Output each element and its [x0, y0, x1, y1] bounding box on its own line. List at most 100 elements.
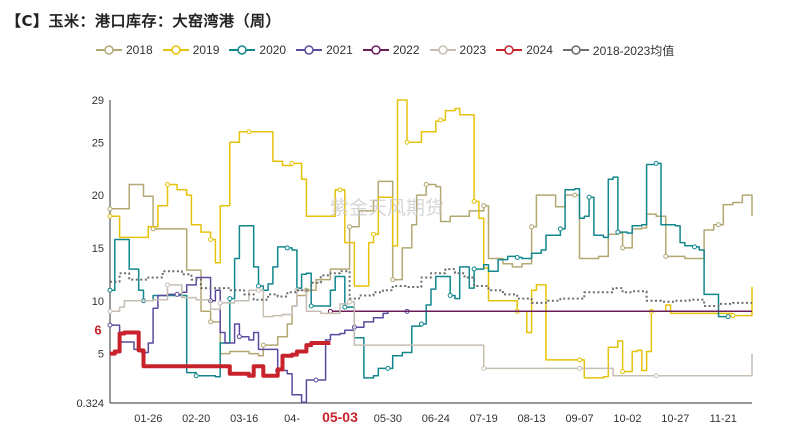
watermark: 紫金天风期货	[330, 197, 444, 219]
series-point-2020	[586, 194, 592, 200]
series-point-2020	[447, 292, 453, 298]
series-point-2020	[653, 160, 659, 166]
legend-item-2024[interactable]: 2024	[496, 43, 553, 57]
series-point-2019	[337, 187, 343, 193]
series-point-2023	[653, 373, 659, 379]
series-point-2020	[615, 229, 621, 235]
legend-symbol	[562, 45, 589, 55]
series-point-2020	[471, 266, 477, 272]
series-point-2019	[438, 117, 444, 123]
series-point-2019	[730, 313, 736, 319]
series-point-2018	[347, 224, 353, 230]
series-point-2020	[107, 287, 113, 293]
legend-symbol	[362, 45, 389, 55]
series-line-2020	[110, 162, 728, 379]
chart-legend: 2018 2019 2020 2021 2022 2023 2024 2018-2023均值	[96, 40, 684, 60]
x-tick-label: 11-21	[710, 413, 737, 425]
legend-label: 2020	[259, 43, 287, 57]
y-tick-label: 15	[92, 243, 104, 255]
series-point-2019	[246, 129, 252, 135]
legend-symbol	[229, 45, 256, 55]
series-point-2023	[577, 365, 583, 371]
series-point-2020	[725, 314, 731, 320]
series-point-2021	[313, 377, 319, 383]
series-point-2019	[371, 231, 377, 237]
x-tick-label: 06-24	[422, 413, 450, 425]
series-line-2019	[110, 99, 753, 379]
series-point-2023	[107, 308, 113, 314]
series-line-2021	[110, 276, 752, 403]
series-point-2019	[404, 139, 410, 145]
chart-title: 【C】玉米：港口库存：大窑湾港（周）	[6, 12, 282, 30]
y-tick-label: 25	[92, 137, 104, 149]
series-point-2019	[471, 198, 477, 204]
y-tick-label: 10	[92, 296, 104, 308]
series-point-2020	[227, 296, 233, 302]
y-tick-label: 5	[98, 349, 104, 361]
series-point-2019	[208, 236, 214, 242]
x-tick-label: 01-26	[134, 413, 162, 425]
series-point-2018	[107, 206, 113, 212]
series-point-2020	[193, 373, 199, 379]
series-point-2019	[289, 160, 295, 166]
series-point-2020	[385, 365, 391, 371]
x-tick-label: 10-02	[613, 413, 641, 425]
y-tick-label: 0.324	[76, 398, 104, 410]
legend-label: 2024	[526, 43, 553, 57]
series-point-2018	[663, 253, 669, 259]
series-point-2023	[164, 282, 170, 288]
y-tick-label: 29	[92, 95, 104, 107]
series-point-2020	[256, 283, 262, 289]
x-tick-label: 05-30	[374, 413, 402, 425]
legend-item-2018-2023均值[interactable]: 2018-2023均值	[562, 42, 675, 59]
legend-item-2021[interactable]: 2021	[296, 43, 353, 57]
series-point-2021	[107, 322, 113, 328]
series-point-2023	[347, 299, 353, 305]
legend-symbol	[429, 45, 456, 55]
legend-label: 2018	[126, 43, 153, 57]
legend-item-2018[interactable]: 2018	[96, 43, 153, 57]
legend-symbol	[296, 45, 323, 55]
series-point-2018	[481, 203, 487, 209]
legend-label: 2021	[326, 43, 353, 57]
series-point-2018	[529, 224, 535, 230]
series-point-2018	[260, 342, 266, 348]
series-point-2019	[107, 213, 113, 219]
series-point-2020	[514, 254, 520, 260]
series-point-2019	[577, 357, 583, 363]
series-line-2024	[110, 330, 331, 378]
series-point-2018	[208, 319, 214, 325]
legend-item-2020[interactable]: 2020	[229, 43, 286, 57]
legend-label: 2019	[192, 43, 220, 57]
legend-label: 2018-2023均值	[592, 43, 675, 58]
series-point-2023	[481, 365, 487, 371]
series-point-2018	[423, 182, 429, 188]
legend-item-2022[interactable]: 2022	[362, 43, 420, 57]
series-point-2018	[572, 192, 578, 198]
series-point-2020	[692, 244, 698, 250]
series-point-2020	[418, 321, 424, 327]
legend-symbol	[162, 45, 189, 55]
series-point-2020	[557, 226, 563, 232]
legend-label: 2023	[459, 43, 487, 57]
y-tick-label: 20	[92, 190, 104, 202]
series-point-2020	[308, 303, 314, 309]
legend-item-2019[interactable]: 2019	[162, 43, 220, 57]
series-point-2023	[256, 287, 262, 293]
legend-symbol	[96, 45, 122, 55]
highlight-y-label: 6	[94, 322, 101, 337]
series-point-2023	[217, 300, 223, 306]
series-point-2018	[390, 277, 396, 283]
series-line-2018	[110, 180, 753, 357]
x-tick-label: 10-27	[661, 413, 689, 425]
series-point-2020	[342, 304, 348, 310]
x-tick-label: 03-16	[230, 413, 258, 425]
x-tick-label-highlight: 05-03	[322, 409, 358, 425]
legend-item-2023[interactable]: 2023	[429, 43, 487, 57]
series-point-2019	[620, 369, 626, 375]
series-point-2021	[174, 291, 180, 297]
series-line-2023	[110, 284, 753, 377]
legend-label: 2022	[392, 43, 420, 57]
series-point-2018	[620, 245, 626, 251]
